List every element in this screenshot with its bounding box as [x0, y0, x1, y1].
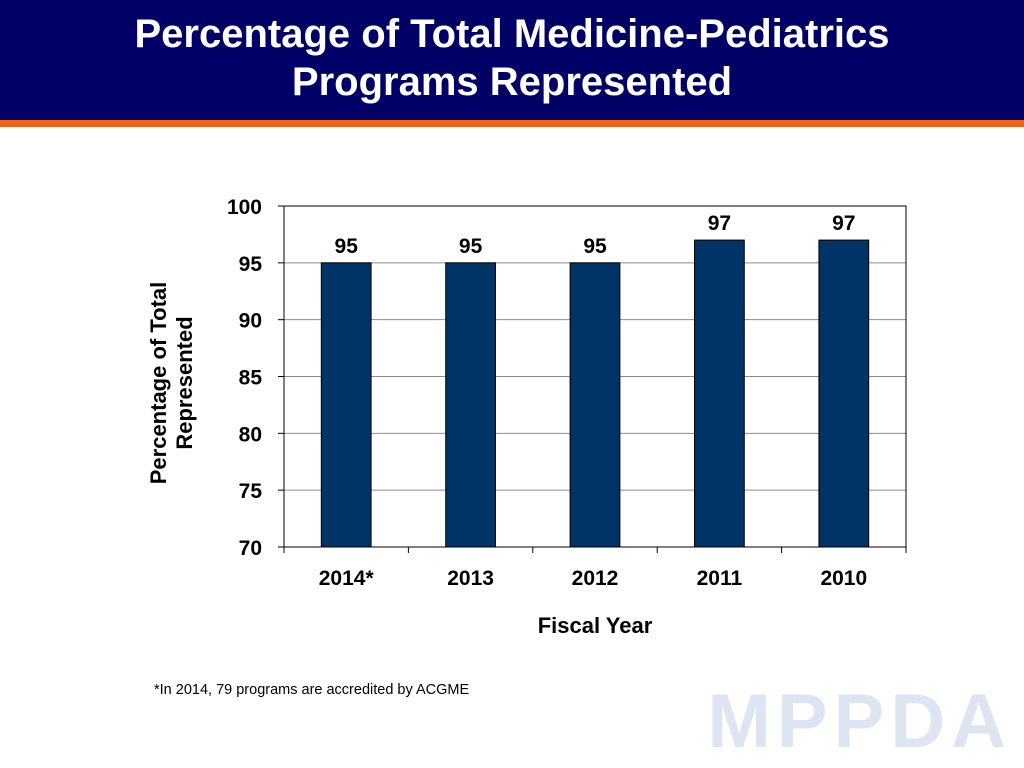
bar-chart: 70 75 80 85 90 95 100 95 2014* 95 2013 95 2012 97 2011…: [146, 196, 907, 638]
data-label: 95: [459, 235, 483, 258]
title-accent-stripe: [0, 120, 1024, 127]
data-label: 95: [335, 235, 359, 258]
x-tick-label: 2011: [697, 567, 743, 590]
y-tick-label: 95: [239, 253, 263, 276]
slide-title-line-2: Programs Represented: [291, 60, 733, 104]
y-tick-label: 100: [227, 196, 262, 219]
y-tick-label: 80: [239, 423, 262, 446]
bar-2010: [818, 239, 870, 548]
y-tick-label: 85: [239, 367, 263, 390]
x-tick-label: 2012: [572, 567, 619, 590]
y-axis-title-line-1: Percentage of Total: [146, 282, 171, 485]
bar-2014: [320, 262, 372, 548]
y-axis-title-line-2: Represented: [172, 316, 197, 449]
bar-2013: [445, 262, 496, 548]
x-tick-label: 2013: [447, 567, 494, 590]
y-tick-label: 90: [239, 310, 262, 333]
bar-2011: [694, 239, 745, 548]
x-axis-title: Fiscal Year: [538, 613, 653, 638]
y-tick-label: 70: [239, 537, 262, 560]
x-tick-label: 2014*: [319, 567, 375, 590]
bar-2012: [569, 262, 621, 548]
footnote: *In 2014, 79 programs are accredited by …: [154, 682, 470, 698]
slide-title-line-1: Percentage of Total Medicine-Pediatrics: [134, 12, 890, 56]
title-banner: [0, 0, 1024, 120]
data-label: 97: [708, 212, 731, 235]
data-label: 97: [832, 212, 855, 235]
y-tick-label: 75: [239, 480, 263, 503]
slide-title: Percentage of Total Medicine-Pediatrics …: [0, 10, 1024, 106]
x-tick-label: 2010: [820, 567, 867, 590]
mppda-watermark: MPPDA: [707, 679, 1012, 764]
data-label: 95: [583, 235, 607, 258]
